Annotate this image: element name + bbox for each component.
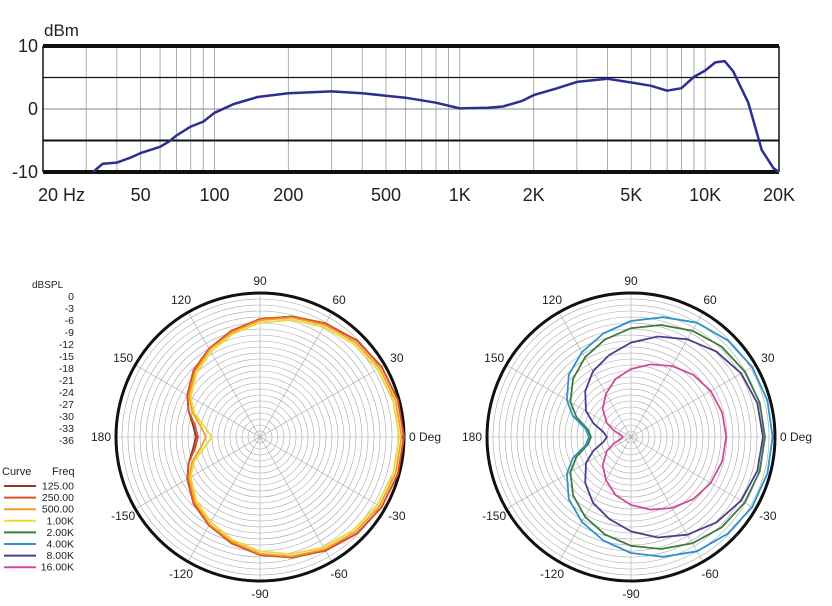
frequency-x-tick-label: 20K (763, 185, 795, 205)
frequency-x-tick-label: 200 (273, 185, 303, 205)
polar-series-line (601, 363, 728, 511)
legend-entry-label: 16.00K (41, 562, 74, 574)
polar-chart-left: dBSPL 0 Deg306090120150180-150-120-90-60… (32, 274, 441, 601)
polar-spoke (630, 312, 704, 438)
polar-spoke (259, 436, 333, 562)
frequency-gridlines (43, 46, 779, 172)
legend-entry-label: 8.00K (47, 550, 74, 562)
polar-angle-label: 60 (703, 293, 717, 307)
polar-angle-label: -30 (759, 509, 777, 523)
frequency-x-tick-label: 20 Hz (38, 185, 85, 205)
frequency-x-tick-label: 500 (371, 185, 401, 205)
polar-outer-ring (485, 291, 777, 583)
polar-series-line (584, 335, 764, 539)
polar-radius-tick-label: -18 (59, 363, 74, 375)
frequency-x-tick-label: 5K (620, 185, 642, 205)
polar-series-line (566, 316, 774, 558)
polar-spoke (187, 312, 261, 438)
polar-radius-tick-label: -30 (59, 411, 74, 423)
polar-angle-label: -150 (482, 509, 506, 523)
polar-radius-tick-label: -6 (65, 315, 74, 327)
polar-angle-label: 0 Deg (409, 430, 441, 444)
polar-angle-label: 120 (171, 293, 191, 307)
polar-radius-tick-label: -15 (59, 351, 74, 363)
polar-angle-label: -120 (540, 567, 564, 581)
polar-spoke (506, 436, 632, 510)
polar-angle-label: -90 (622, 587, 640, 601)
legend: Curve Freq 125.00250.00500.001.00K2.00K4… (2, 466, 75, 574)
polar-angle-label: -90 (251, 587, 269, 601)
polar-spoke (259, 312, 333, 438)
polar-radius-tick-label: -12 (59, 339, 74, 351)
polar-radius-tick-label: -9 (65, 327, 74, 339)
polar-spoke (259, 436, 385, 510)
polar-grid (487, 293, 775, 581)
legend-entry-label: 2.00K (47, 527, 74, 539)
polar-spoke (630, 436, 704, 562)
legend-entry-label: 125.00 (42, 481, 74, 493)
polar-angle-label: 180 (91, 430, 111, 444)
frequency-y-tick-label: 10 (18, 36, 38, 56)
polar-chart-right: 0 Deg 30 60 90 120 150 180 -150 -120 -90 -60 -30 (462, 274, 812, 601)
frequency-y-tick-label: -10 (12, 162, 38, 182)
polar-angle-label: 150 (113, 351, 133, 365)
polar-spoke (630, 364, 756, 438)
polar-series-line (189, 319, 401, 555)
polar-radius-label: dBSPL (32, 280, 64, 291)
polar-radius-tick-label: -21 (59, 375, 74, 387)
polar-angle-label: 30 (761, 351, 775, 365)
polar-angle-label: -60 (330, 567, 348, 581)
polar-spoke (187, 436, 261, 562)
frequency-y-axis-label: dBm (44, 21, 79, 40)
polar-angle-label: -30 (388, 509, 406, 523)
legend-header-freq: Freq (52, 466, 75, 478)
polar-radius-tick-label: -24 (59, 387, 74, 399)
frequency-x-tick-label: 1K (449, 185, 471, 205)
frequency-x-tick-label: 100 (199, 185, 229, 205)
polar-series-line (188, 316, 403, 558)
legend-header-curve: Curve (2, 466, 31, 478)
frequency-x-tick-label: 2K (523, 185, 545, 205)
polar-angle-label: 0 Deg (780, 430, 812, 444)
polar-angle-label: 180 (462, 430, 482, 444)
polar-angle-label: 150 (484, 351, 504, 365)
polar-radius-tick-label: -36 (59, 435, 74, 447)
polar-angle-label: 30 (390, 351, 404, 365)
polar-radius-tick-label: -27 (59, 399, 74, 411)
frequency-response-line (92, 59, 780, 174)
polar-spoke (259, 364, 385, 438)
polar-angle-label: -60 (701, 567, 719, 581)
polar-angle-label: 90 (624, 274, 638, 288)
polar-spoke (558, 436, 632, 562)
polar-spoke (135, 364, 261, 438)
polar-radius-tick-label: -33 (59, 423, 74, 435)
polar-series-line (569, 324, 766, 550)
frequency-y-tick-label: 0 (28, 99, 38, 119)
legend-entry-label: 250.00 (42, 492, 74, 504)
polar-angle-label: -120 (169, 567, 193, 581)
frequency-x-tick-label: 50 (131, 185, 151, 205)
legend-entry-label: 500.00 (42, 504, 74, 516)
legend-entry-label: 4.00K (47, 539, 74, 551)
polar-series-line (186, 315, 405, 559)
polar-radius-tick-label: -3 (65, 303, 74, 315)
polar-spoke (558, 312, 632, 438)
legend-entry-label: 1.00K (47, 515, 74, 527)
polar-angle-label: 60 (332, 293, 346, 307)
polar-spoke (506, 364, 632, 438)
polar-angle-label: 90 (253, 274, 267, 288)
polar-spoke (135, 436, 261, 510)
polar-angle-label: -150 (111, 509, 135, 523)
polar-angle-label: 120 (542, 293, 562, 307)
frequency-x-tick-label: 10K (689, 185, 721, 205)
polar-radius-tick-label: 0 (68, 291, 74, 303)
polar-spoke (630, 436, 756, 510)
